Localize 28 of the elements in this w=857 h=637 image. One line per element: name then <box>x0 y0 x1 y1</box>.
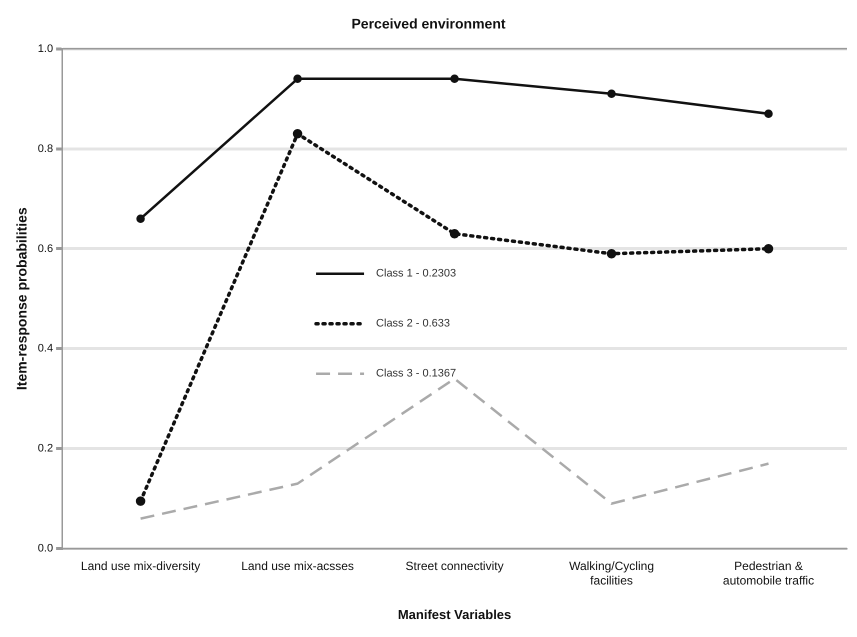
x-tick-label: Street connectivity <box>406 559 504 574</box>
x-tick-label: Pedestrian & automobile traffic <box>722 559 814 588</box>
point <box>606 248 616 258</box>
point <box>764 244 774 254</box>
line-series <box>139 377 770 520</box>
y-tick-label: 1.0 <box>38 42 54 55</box>
y-tick-label: 0.8 <box>38 142 54 155</box>
x-axis-title: Manifest Variables <box>398 606 512 622</box>
y-tick-label: 0.0 <box>38 542 54 555</box>
chart-title: Perceived environment <box>351 15 506 32</box>
x-tick-label: Walking/Cycling facilities <box>569 559 654 588</box>
point <box>136 214 145 223</box>
legend-label: Class 1 - 0.2303 <box>376 268 456 280</box>
point <box>136 496 146 506</box>
legend-label: Class 2 - 0.633 <box>376 318 450 330</box>
point <box>292 129 302 139</box>
point <box>764 110 773 118</box>
legend-label: Class 3 - 0.1367 <box>376 368 456 380</box>
y-axis-title: Item-response probabilities <box>13 207 30 390</box>
y-tick-label: 0.4 <box>38 342 54 355</box>
point <box>450 228 460 238</box>
point <box>293 74 302 84</box>
x-tick-label: Land use mix-acsses <box>241 559 354 574</box>
point <box>450 74 459 84</box>
x-tick-label: Land use mix-diversity <box>80 559 200 574</box>
y-tick-label: 0.6 <box>38 242 54 255</box>
y-tick-label: 0.2 <box>38 442 54 455</box>
point <box>607 90 616 98</box>
